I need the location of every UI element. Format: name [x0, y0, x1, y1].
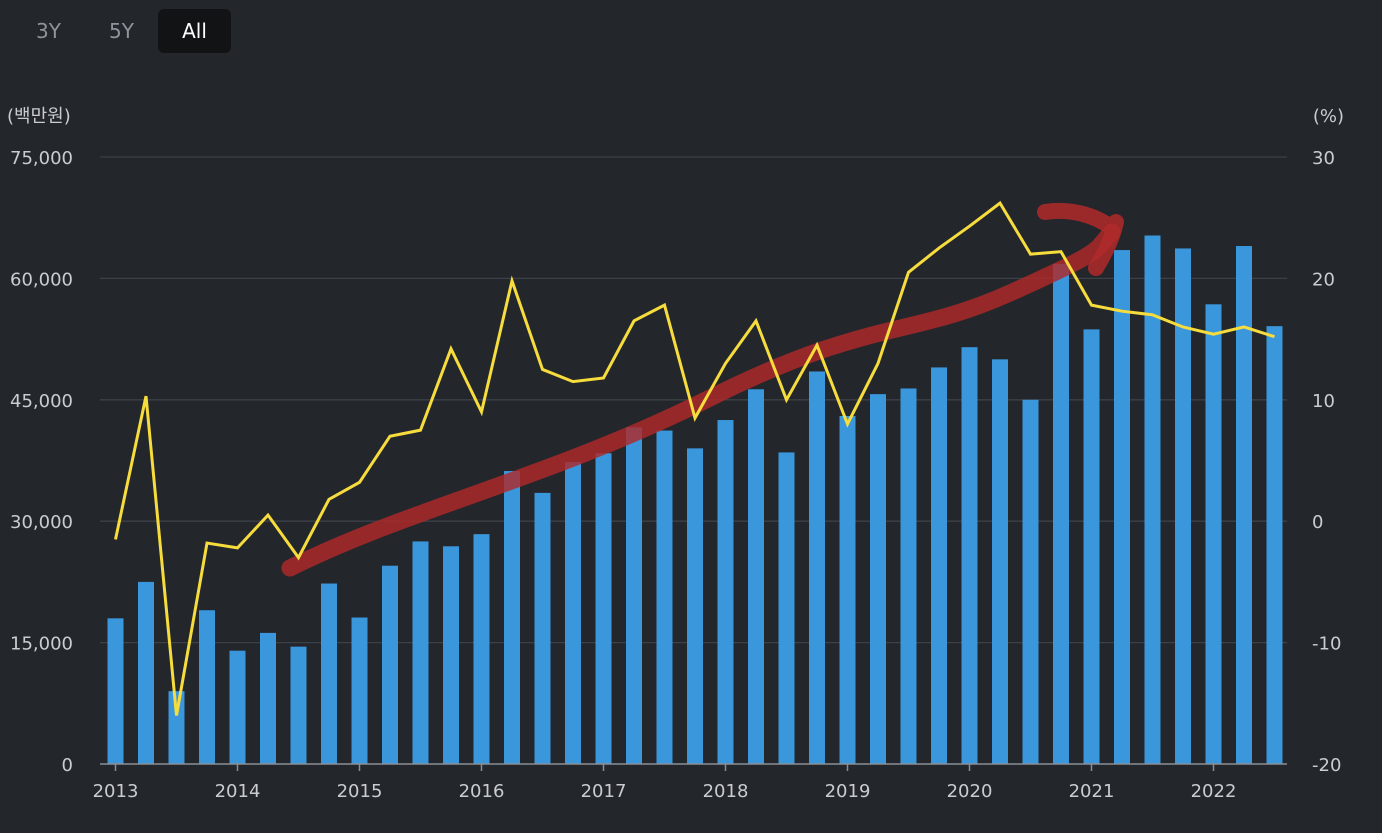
bar	[1053, 263, 1069, 764]
right-axis-tick-label: 20	[1312, 269, 1335, 290]
bar	[870, 394, 886, 764]
bar	[473, 534, 490, 764]
bar	[687, 448, 703, 764]
bar	[900, 388, 917, 764]
bar	[1205, 304, 1222, 764]
trend-arrow-head	[1037, 202, 1124, 276]
left-axis-tick-label: 75,000	[10, 148, 73, 169]
range-tab-all[interactable]: All	[158, 9, 231, 53]
bar	[199, 610, 215, 764]
x-axis-tick-label: 2016	[459, 781, 505, 802]
x-axis-tick-label: 2013	[93, 781, 139, 802]
bar	[656, 430, 673, 764]
range-tab-5y[interactable]: 5Y	[109, 19, 134, 43]
range-tabs: 3Y 5Y All	[12, 9, 231, 53]
bar	[504, 471, 520, 764]
axes: 75,000 30 60,000 20 45,000 10 30,000 0 15,000 -10…	[10, 148, 1341, 802]
x-axis-tick-label: 2019	[825, 781, 871, 802]
bar	[138, 581, 154, 764]
left-axis-tick-label: 0	[62, 755, 73, 776]
x-axis-tick-label: 2017	[581, 781, 627, 802]
x-axis-tick-label: 2022	[1191, 781, 1237, 802]
range-tab-3y[interactable]: 3Y	[36, 19, 61, 43]
x-axis-tick-label: 2015	[337, 781, 383, 802]
bar	[260, 632, 276, 764]
x-axis-tick-label: 2018	[703, 781, 749, 802]
right-axis-tick-label: -20	[1312, 755, 1341, 776]
bar	[229, 650, 246, 764]
bar	[717, 420, 734, 764]
left-axis-tick-label: 60,000	[10, 269, 73, 290]
bar	[809, 371, 825, 764]
bar	[992, 359, 1008, 764]
bar	[382, 565, 398, 764]
bar	[107, 618, 124, 764]
bar	[1266, 326, 1283, 764]
bar	[626, 427, 642, 764]
bar	[412, 541, 429, 764]
bar	[1236, 246, 1252, 764]
bar	[778, 452, 795, 764]
bar	[961, 347, 978, 764]
trend-arrow-annotation	[281, 202, 1124, 577]
bar	[321, 583, 337, 764]
right-axis-tick-label: 10	[1312, 391, 1335, 412]
right-axis-unit: (%)	[1313, 106, 1344, 127]
bar	[565, 462, 581, 764]
bar	[748, 389, 764, 764]
bar	[351, 617, 368, 764]
bar	[931, 367, 947, 764]
left-axis-tick-label: 30,000	[10, 512, 73, 533]
x-axis-tick-label: 2021	[1069, 781, 1115, 802]
bar	[168, 691, 185, 764]
bar	[290, 646, 307, 764]
bar	[839, 415, 856, 764]
growth-rate-line-series	[114, 200, 1275, 716]
trend-arrow-shaft	[281, 223, 1121, 577]
bar	[1022, 399, 1039, 764]
bar	[1083, 329, 1100, 764]
bar-series	[107, 235, 1283, 765]
right-axis-tick-label: 30	[1312, 148, 1335, 169]
bar	[595, 453, 612, 764]
bar	[1114, 250, 1130, 764]
left-axis-tick-label: 15,000	[10, 634, 73, 655]
bar	[443, 546, 459, 764]
bar	[534, 492, 551, 764]
x-axis-tick-label: 2014	[215, 781, 261, 802]
right-axis-tick-label: -10	[1312, 634, 1341, 655]
left-axis-tick-label: 45,000	[10, 391, 73, 412]
x-axis-tick-label: 2020	[947, 781, 993, 802]
bar	[1144, 235, 1161, 764]
right-axis-tick-label: 0	[1312, 512, 1323, 533]
bar	[1175, 248, 1191, 765]
left-axis-unit: (백만원)	[7, 106, 71, 127]
